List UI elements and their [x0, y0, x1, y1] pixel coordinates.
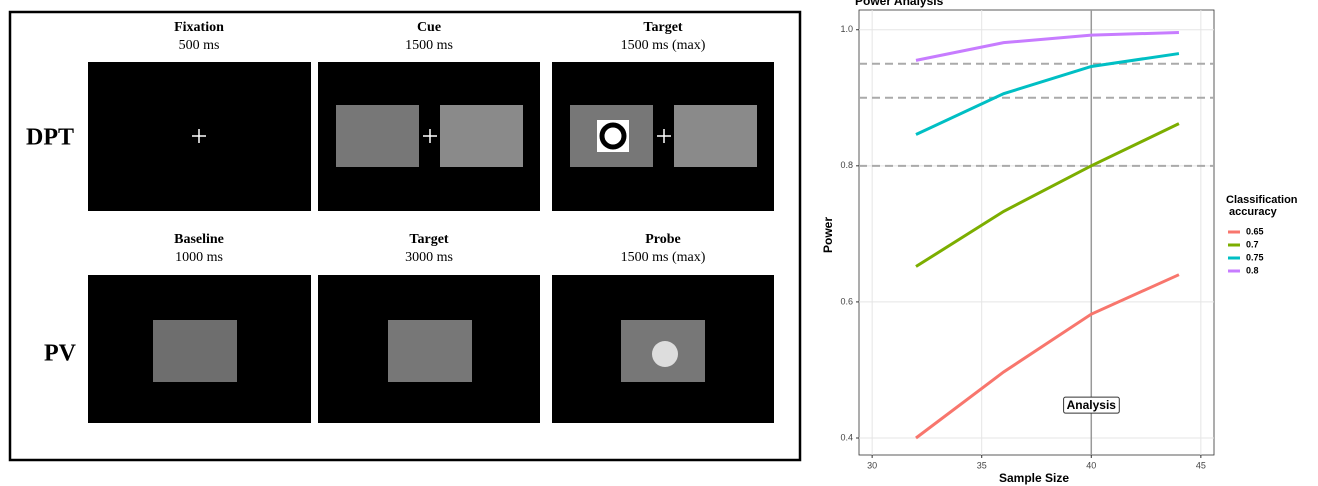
panel-duration: 500 ms — [179, 38, 220, 53]
y-tick-label: 0.8 — [840, 160, 853, 170]
panel-duration: 3000 ms — [405, 250, 453, 265]
power-chart: Power Analysis Sample Size Power 0.4 0.6 0… — [821, 0, 1298, 485]
image — [440, 105, 523, 167]
panel-title: Target — [409, 232, 448, 247]
row-label: PV — [44, 341, 77, 367]
x-tick-label: 40 — [1086, 460, 1096, 470]
panel-title: Cue — [417, 20, 441, 35]
panel-title: Fixation — [174, 20, 224, 35]
panel-duration: 1000 ms — [175, 250, 223, 265]
paradigm-diagram: DPT PV Fixation 500 ms Cue 1500 ms Targe… — [10, 12, 800, 460]
chart-title: Power Analysis — [855, 0, 944, 8]
x-tick-label: 35 — [977, 460, 987, 470]
legend-title: Classification accuracy — [1226, 194, 1298, 218]
plot-area — [859, 10, 1214, 455]
y-tick-label: 0.6 — [840, 296, 853, 306]
figure: DPT PV Fixation 500 ms Cue 1500 ms Targe… — [0, 0, 1318, 486]
image — [674, 105, 757, 167]
legend-label: 0.75 — [1246, 252, 1264, 262]
legend-label: 0.65 — [1246, 226, 1264, 236]
panel-duration: 1500 ms — [405, 38, 453, 53]
x-axis-label: Sample Size — [999, 471, 1069, 485]
noise-image — [153, 320, 237, 382]
panel-duration: 1500 ms (max) — [621, 250, 706, 265]
x-tick-label: 45 — [1196, 460, 1206, 470]
panel-duration: 1500 ms (max) — [621, 38, 706, 53]
panel-title: Probe — [645, 232, 681, 247]
panel-title: Baseline — [174, 232, 224, 247]
image — [388, 320, 472, 382]
image — [336, 105, 419, 167]
annotation: Analysis — [1067, 398, 1117, 412]
legend-label: 0.7 — [1246, 239, 1259, 249]
legend-label: 0.8 — [1246, 265, 1259, 275]
y-axis-label: Power — [821, 217, 835, 253]
y-tick-label: 0.4 — [840, 432, 853, 442]
y-tick-label: 1.0 — [840, 24, 853, 34]
x-tick-label: 30 — [867, 460, 877, 470]
panel-title: Target — [643, 20, 682, 35]
row-label: DPT — [26, 125, 74, 151]
page: {"diagram": { "rows": [ {"label": "DPT",… — [0, 0, 1318, 486]
probe — [652, 341, 678, 367]
